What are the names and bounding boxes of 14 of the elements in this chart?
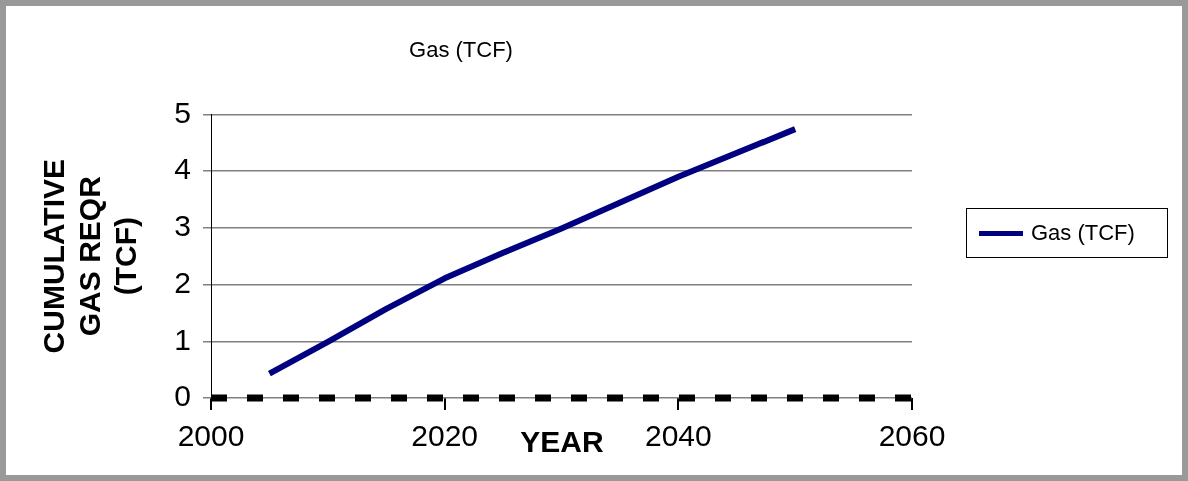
y-tick-label: 3	[174, 209, 191, 243]
y-axis-title: CUMULATIVE GAS REQR (TCF)	[37, 158, 143, 354]
y-tick-label: 5	[174, 95, 191, 129]
legend-label: Gas (TCF)	[1031, 220, 1135, 246]
chart-title: Gas (TCF)	[409, 37, 513, 63]
y-tick-label: 2	[174, 265, 191, 299]
y-tick-label: 4	[174, 152, 191, 186]
x-tick-label: 2040	[644, 419, 712, 453]
x-tick-label: 2020	[411, 419, 479, 453]
y-tick-label: 0	[174, 379, 191, 413]
x-tick-label: 2060	[878, 419, 946, 453]
y-tick-label: 1	[174, 322, 191, 356]
x-tick-label: 2000	[177, 419, 245, 453]
x-axis-title: YEAR	[520, 425, 604, 459]
